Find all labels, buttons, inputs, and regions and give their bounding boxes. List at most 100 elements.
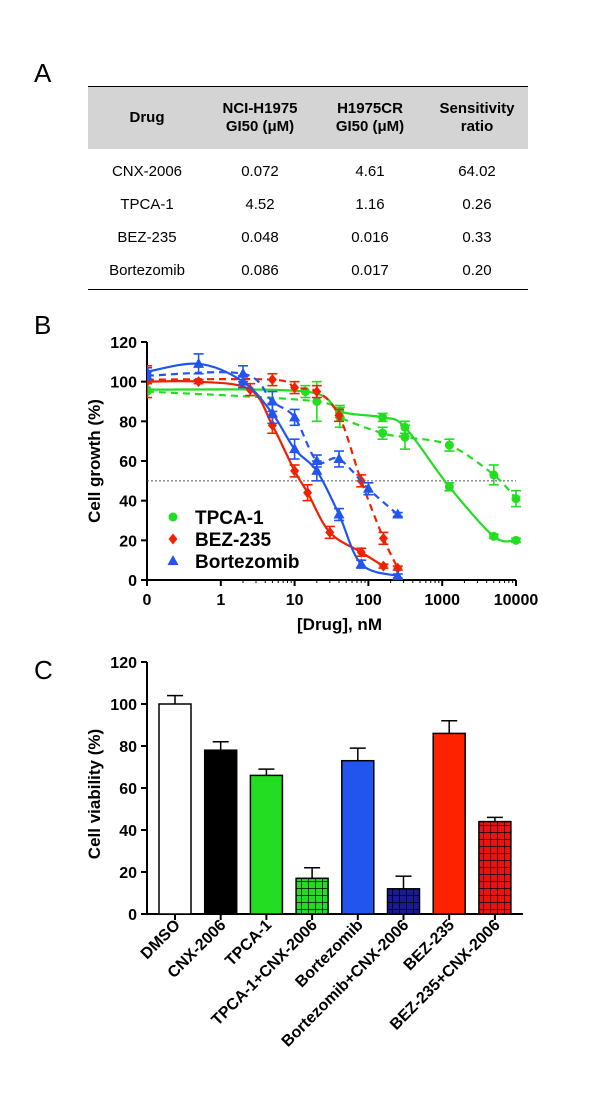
table-cell: Bortezomib [88,254,206,290]
data-point [511,535,521,545]
data-point [378,428,388,438]
data-point [290,382,300,394]
data-point [334,409,344,421]
table-header-row: Drug NCI-H1975 GI50 (μM) H1975CR GI50 (μM)… [88,86,528,149]
data-point [311,455,323,465]
header-text: GI50 (μM) [225,118,295,135]
y-tick-label: 0 [128,907,137,924]
bar [432,732,466,915]
table-cell: TPCA-1 [120,196,174,213]
bar [203,749,238,915]
data-point [356,546,366,558]
table-row: CNX-2006 0.072 4.61 64.02 [88,149,528,188]
x-tick-label: 100 [355,592,382,609]
table-row: BEZ-235 0.048 0.016 0.33 [88,221,528,254]
data-point [266,395,278,406]
data-point [289,411,301,422]
data-point [167,555,179,565]
table-cell: CNX-2006 [111,163,183,180]
gi50-table-container: Drug NCI-H1975 GI50 (μM) H1975CR GI50 (μM)… [88,86,528,290]
y-tick-label: 20 [119,865,137,882]
panel-label-a: A [34,58,52,88]
data-point [393,562,403,574]
header-h1975-gi50: NCI-H1975 GI50 (μM) [206,86,314,149]
data-point [267,419,277,431]
header-drug: Drug [88,86,206,149]
header-text: NCI-H1975 [222,100,298,117]
gi50-table: Drug NCI-H1975 GI50 (μM) H1975CR GI50 (μM)… [88,86,528,290]
data-point [378,412,388,422]
y-tick-label: 100 [110,375,137,392]
dose-response-chart: 0 20 40 60 80 100 120 0 1 10 100 1000 10000 [Drug], n… [85,335,539,634]
data-point [511,494,521,504]
table-cell: 4.52 [245,196,275,213]
table-cell: 1.16 [355,196,385,213]
plot-area [147,353,521,580]
header-text: GI50 (μM) [335,118,405,135]
table-row: Bortezomib 0.086 0.017 0.20 [88,254,528,290]
data-point [290,465,300,477]
data-point [266,407,278,418]
header-sensitivity-ratio: Sensitivity ratio [426,86,528,149]
data-point [168,512,178,522]
x-tick-label: 1000 [424,592,460,609]
x-tick-label: DMSO [138,917,184,963]
data-point [311,464,323,475]
header-text: ratio [460,118,494,135]
data-point [312,386,322,398]
header-text: H1975CR [337,100,403,117]
data-point [362,482,374,493]
data-point [194,376,204,388]
bar [386,888,421,915]
table-cell: 0.072 [241,163,279,180]
bar [158,703,192,915]
data-point [325,526,335,538]
data-point [378,560,388,572]
data-point [312,397,322,406]
bar [295,877,329,915]
x-tick-label: 10 [286,592,304,609]
y-tick-label: 20 [119,533,137,550]
legend-label: BEZ-235 [195,530,271,551]
header-h1975cr-gi50: H1975CR GI50 (μM) [314,86,426,149]
data-point [378,532,388,544]
table-cell: 0.048 [241,229,279,246]
table-cell: 0.20 [426,254,528,290]
data-point [355,558,367,569]
y-tick-label: 60 [119,781,137,798]
header-text: Sensitivity [439,100,515,117]
y-tick-label: 80 [119,739,137,756]
data-point [147,387,152,397]
panel-label-c: C [34,655,53,685]
panel-label-b: B [34,310,52,340]
table-cell: BEZ-235 [117,229,177,246]
data-point [489,531,499,541]
bar [478,820,512,915]
data-point [392,508,404,519]
data-point [444,440,454,450]
x-tick-label: 1 [216,592,225,609]
table-cell: 0.017 [314,254,426,290]
table-cell: 0.33 [462,229,492,246]
y-tick-label: 120 [110,335,137,352]
table-cell: 0.26 [462,196,492,213]
data-point [333,508,345,519]
y-tick-label: 80 [119,414,137,431]
table-row: TPCA-1 4.52 1.16 0.26 [88,188,528,221]
y-tick-label: 0 [128,573,137,590]
data-point [147,369,153,380]
y-tick-label: 100 [110,697,137,714]
table-cell: 0.086 [206,254,314,290]
y-tick-label: 60 [119,454,137,471]
bar [341,759,375,915]
data-point [289,443,301,454]
y-axis-label: Cell growth (%) [85,399,104,523]
y-tick-label: 40 [119,494,137,511]
y-axis-label: Cell viability (%) [85,729,104,859]
data-point [168,533,178,545]
x-tick-label: 10000 [494,592,539,609]
legend-label: TPCA-1 [195,508,264,529]
data-point [392,570,404,580]
y-tick-label: 40 [119,823,137,840]
x-tick-label: 0 [143,592,152,609]
